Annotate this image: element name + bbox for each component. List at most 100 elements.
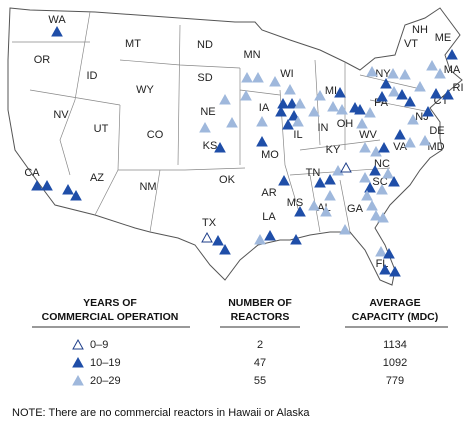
reactor-marker xyxy=(282,118,294,130)
reactor-marker xyxy=(382,167,394,179)
reactor-marker xyxy=(51,25,63,37)
state-label: NV xyxy=(53,109,69,121)
state-label: MI xyxy=(325,85,337,97)
reactor-marker xyxy=(380,77,392,89)
state-label: IA xyxy=(259,102,270,114)
header: CAPACITY (MDC) xyxy=(352,311,439,323)
reactor-marker xyxy=(292,115,304,127)
legend-symbol xyxy=(72,338,84,350)
reactor-marker xyxy=(446,48,458,60)
reactor-marker xyxy=(284,83,296,95)
reactor-marker xyxy=(387,67,399,79)
reactor-marker xyxy=(364,106,376,118)
state-label: RI xyxy=(453,82,464,94)
reactor-marker xyxy=(376,183,388,195)
reactor-marker xyxy=(324,173,336,185)
state-label: WA xyxy=(48,14,66,26)
reactor-marker xyxy=(308,199,320,211)
state-label: NH xyxy=(412,24,428,36)
reactor-marker xyxy=(383,247,395,259)
state-label: NE xyxy=(200,106,215,118)
reactor-marker xyxy=(201,231,213,243)
state-label: IL xyxy=(293,129,302,141)
reactor-marker xyxy=(422,105,434,117)
reactor-marker xyxy=(394,128,406,140)
state-label: OH xyxy=(337,118,354,130)
reactor-marker xyxy=(389,265,401,277)
state-label: SD xyxy=(197,72,212,84)
reactor-marker xyxy=(369,164,381,176)
header: COMMERCIAL OPERATION xyxy=(42,311,179,323)
reactor-marker xyxy=(366,65,378,77)
state-label: ND xyxy=(197,39,213,51)
state-label: MS xyxy=(287,197,304,209)
legend-label: 10–19 xyxy=(90,357,121,369)
reactor-marker xyxy=(336,103,348,115)
reactor-marker xyxy=(364,181,376,193)
reactor-marker xyxy=(269,75,281,87)
reactor-count: 55 xyxy=(254,375,266,387)
state-label: SC xyxy=(372,176,387,188)
state-label: WI xyxy=(280,68,293,80)
reactor-marker xyxy=(388,175,400,187)
reactor-marker xyxy=(41,179,53,191)
reactor-marker xyxy=(320,205,332,217)
reactor-marker xyxy=(404,136,416,148)
reactor-marker xyxy=(277,97,289,109)
reactor-marker xyxy=(442,88,454,100)
legend-symbol xyxy=(72,356,84,368)
state-label: LA xyxy=(262,211,276,223)
state-label: UT xyxy=(94,123,109,135)
reactor-marker xyxy=(275,105,287,117)
reactor-marker xyxy=(314,89,326,101)
reactor-marker xyxy=(314,176,326,188)
state-label: TX xyxy=(202,217,217,229)
us-outline xyxy=(7,7,463,286)
state-label: MO xyxy=(261,149,279,161)
reactor-marker xyxy=(361,189,373,201)
header: REACTORS xyxy=(231,311,290,323)
state-label: IN xyxy=(318,122,329,134)
reactor-marker xyxy=(414,80,426,92)
reactor-marker xyxy=(70,189,82,201)
reactor-marker xyxy=(31,179,43,191)
reactor-count: 47 xyxy=(254,357,266,369)
reactor-marker xyxy=(252,71,264,83)
reactor-marker xyxy=(241,71,253,83)
state-label: WV xyxy=(359,129,377,141)
reactor-marker xyxy=(290,233,302,245)
average-capacity: 1134 xyxy=(383,339,407,351)
reactor-marker xyxy=(264,229,276,241)
average-capacity: 1092 xyxy=(383,357,407,369)
reactor-marker xyxy=(334,86,346,98)
reactor-marker xyxy=(219,93,231,105)
reactor-marker xyxy=(332,164,344,176)
state-label: TN xyxy=(306,167,321,179)
reactor-marker xyxy=(212,234,224,246)
state-label: CO xyxy=(147,129,164,141)
state-label: MN xyxy=(243,49,260,61)
legend-label: 20–29 xyxy=(90,375,121,387)
legend-symbol xyxy=(72,374,84,386)
reactor-marker xyxy=(434,67,446,79)
reactor-marker xyxy=(426,59,438,71)
state-label: DE xyxy=(429,125,444,137)
reactor-marker xyxy=(294,205,306,217)
reactor-marker xyxy=(308,105,320,117)
reactor-marker xyxy=(396,88,408,100)
reactor-marker xyxy=(256,115,268,127)
note: NOTE: There are no commercial reactors i… xyxy=(12,407,310,419)
legend-table: YEARS OF COMMERCIAL OPERATION NUMBER OF … xyxy=(32,297,448,387)
reactor-marker xyxy=(366,199,378,211)
reactor-marker xyxy=(404,95,416,107)
state-label: CA xyxy=(24,167,40,179)
reactor-marker xyxy=(324,189,336,201)
state-label: KS xyxy=(203,140,218,152)
reactor-marker xyxy=(199,121,211,133)
state-label: VT xyxy=(404,38,418,50)
reactor-marker xyxy=(226,116,238,128)
reactor-marker xyxy=(327,100,339,112)
reactor-markers xyxy=(31,25,458,277)
reactor-count: 2 xyxy=(257,339,263,351)
